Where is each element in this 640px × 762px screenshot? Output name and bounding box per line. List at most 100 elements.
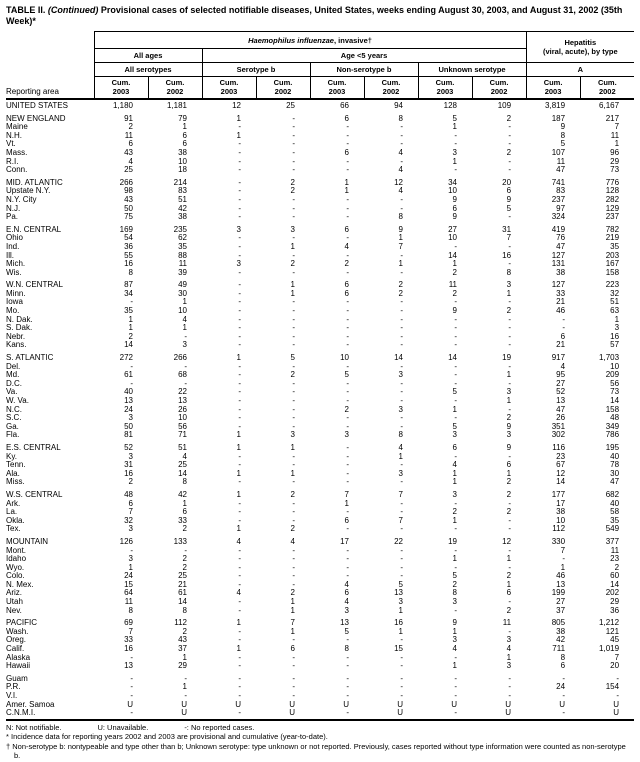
value-cell: 42: [178, 489, 187, 499]
area-cell: Guam: [6, 673, 28, 683]
value-cell: -: [508, 404, 512, 414]
value-cell: 3: [398, 597, 403, 607]
value-cell: -: [346, 691, 349, 700]
table-row: W.N. CENTRAL 87 49 - 1 6 2 11 3 127 223: [6, 277, 634, 290]
value-cell: -: [508, 515, 512, 525]
value-cell: -: [400, 387, 403, 397]
value-cell: 2: [290, 186, 295, 196]
value-cell: -: [508, 212, 512, 222]
value-cell: 40: [610, 498, 620, 508]
value-cell: 6: [290, 644, 295, 654]
value-cell: -: [508, 139, 512, 149]
value-cell: 29: [178, 661, 187, 671]
value-cell: -: [508, 323, 512, 333]
value-cell: 1: [290, 241, 295, 251]
value-cell: 11: [178, 259, 187, 269]
area-cell: N. Mex.: [6, 579, 34, 589]
value-cell: U: [289, 699, 295, 709]
value-cell: 217: [605, 113, 620, 123]
area-cell: N.J.: [6, 203, 21, 213]
area-cell: Maine: [6, 122, 28, 132]
table-row: Tex. 3 2 1 2 - - - - 112 549: [6, 525, 634, 534]
value-cell: U: [364, 709, 418, 721]
value-cell: 54: [124, 233, 133, 243]
table-row: Ky. 3 4 - - - 1 - - 23 40: [6, 451, 634, 462]
value-cell: 1: [452, 661, 457, 671]
value-cell: -: [238, 515, 241, 525]
table-row: Colo. 24 25 - - - - 5 2 46 60: [6, 572, 634, 581]
value-cell: 36: [610, 605, 620, 615]
value-cell: 214: [173, 177, 187, 187]
value-cell: 2: [614, 562, 620, 572]
value-cell: 52: [556, 387, 566, 397]
value-cell: -: [238, 250, 241, 260]
value-cell: 3: [236, 259, 241, 269]
area-cell: Ill.: [6, 250, 14, 260]
value-cell: -: [400, 498, 403, 508]
value-cell: 6: [506, 588, 512, 598]
value-cell: 38: [556, 626, 566, 636]
value-cell: -: [238, 212, 241, 222]
area-cell: P.R.: [6, 682, 21, 692]
value-cell: 55: [124, 250, 133, 260]
value-cell: 2: [398, 288, 403, 298]
value-cell: 50: [124, 203, 133, 213]
title-continued: (Continued): [47, 5, 99, 15]
value-cell: -: [346, 460, 349, 470]
value-cell: 51: [178, 194, 187, 204]
value-cell: -: [508, 130, 512, 140]
value-cell: -: [346, 468, 349, 478]
value-cell: 33: [556, 288, 566, 298]
value-cell: -: [508, 451, 512, 461]
value-cell: 195: [605, 442, 620, 452]
value-cell: -: [238, 139, 241, 149]
value-cell: -: [94, 709, 148, 721]
value-cell: -: [238, 340, 241, 350]
area-cell: Idaho: [6, 554, 27, 564]
value-cell: 94: [394, 101, 403, 110]
value-cell: 1: [398, 605, 403, 615]
haemophilus-header: Haemophilus influenzae, invasive†: [93, 31, 527, 49]
value-cell: 1: [128, 314, 133, 324]
value-cell: 97: [556, 203, 566, 213]
table-row: Mo. 35 10 - - - - 9 2 46 63: [6, 306, 634, 316]
value-cell: 2: [506, 489, 512, 499]
value-cell: 20: [610, 661, 620, 671]
value-cell: 1: [128, 323, 133, 333]
value-cell: -: [562, 554, 566, 564]
value-cell: -: [400, 314, 403, 324]
value-cell: 1: [506, 468, 512, 478]
col-cum-2003: Cum. 2003: [525, 76, 581, 100]
value-cell: 4: [236, 536, 241, 546]
value-cell: 62: [178, 233, 187, 243]
value-cell: 13: [394, 588, 403, 598]
value-cell: 3: [344, 605, 349, 615]
value-cell: -: [238, 194, 241, 204]
value-cell: 14: [556, 477, 566, 487]
value-cell: -: [292, 340, 295, 350]
value-cell: 95: [556, 370, 566, 380]
value-cell: 75: [124, 212, 133, 222]
area-cell: S. Dak.: [6, 323, 33, 333]
disease-name-italic: Haemophilus influenzae: [248, 35, 334, 45]
value-cell: 4: [344, 241, 349, 251]
table-row: Mass. 43 38- -6 4 3 2 107 96: [6, 147, 634, 158]
value-cell: -: [238, 673, 241, 683]
value-cell: 31: [124, 460, 133, 470]
value-cell: 2: [506, 477, 512, 487]
value-cell: -: [508, 682, 512, 692]
value-cell: 15: [394, 644, 403, 654]
value-cell: -: [508, 165, 512, 175]
value-cell: U: [580, 709, 635, 721]
value-cell: 21: [178, 579, 187, 589]
value-cell: -: [400, 421, 403, 431]
area-cell: Ga.: [6, 421, 19, 431]
value-cell: 6: [344, 147, 349, 157]
value-cell: 3: [398, 404, 403, 414]
table-row: Alaska - 1 - - - - - 1 8 7: [6, 653, 634, 663]
value-cell: -: [292, 404, 295, 414]
group-unknown-serotype: Unknown serotype: [417, 62, 527, 77]
value-cell: U: [181, 699, 187, 709]
table-row: W. Va. 13 13 - - - - - 1 13 14: [6, 396, 634, 406]
value-cell: 64: [124, 588, 133, 598]
